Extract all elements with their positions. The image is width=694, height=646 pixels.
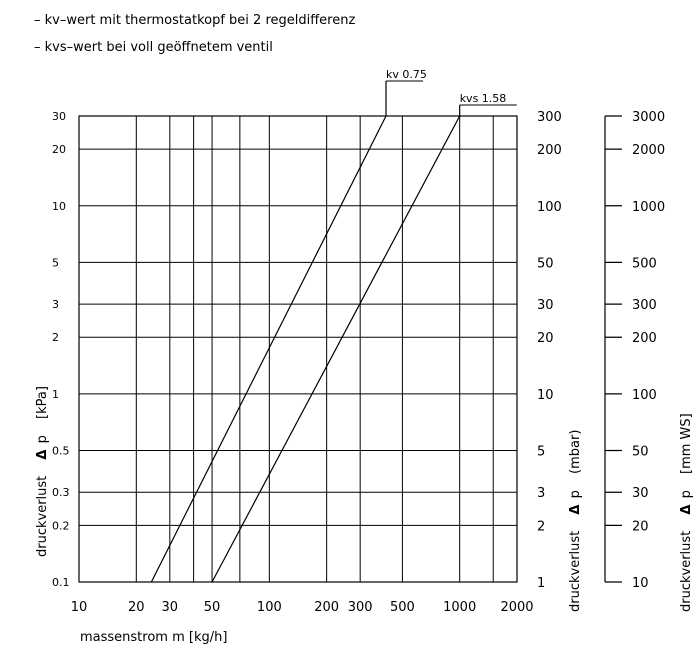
- y-right-tick-label: 200: [632, 331, 657, 346]
- y-mid-tick-label: 30: [537, 298, 554, 313]
- y-right-tick-label: 3000: [632, 110, 665, 125]
- y-right-tick-label: 30: [632, 486, 649, 501]
- series-line: [211, 115, 461, 583]
- y-left-tick-label: 3: [52, 298, 59, 311]
- y-right-tick-label: 500: [632, 256, 657, 271]
- legend: – kv–wert mit thermostatkopf bei 2 regel…: [34, 13, 355, 55]
- y-right-tick-label: 20: [632, 519, 649, 534]
- y-left-tick-label: 1: [52, 388, 59, 401]
- y-mid-tick-label: 20: [537, 331, 554, 346]
- y-mid-label: druckverlust Δ p (mbar): [568, 430, 583, 612]
- y-mid-tick-label: 1: [537, 576, 545, 591]
- y-right-tick-label: 10: [632, 576, 649, 591]
- grid: [78, 115, 518, 583]
- series-annotations: kv 0.75 kvs 1.58: [385, 68, 517, 116]
- y-left-tick-label: 30: [52, 110, 66, 123]
- y-mid-tick-label: 2: [537, 519, 545, 534]
- y-mid-tick-label: 5: [537, 445, 545, 460]
- series-lines: [150, 115, 461, 583]
- y-left-tick-label: 5: [52, 256, 59, 269]
- x-tick-label: 200: [314, 600, 339, 615]
- y-mid-tick-label: 100: [537, 200, 562, 215]
- y-right-tick-label: 1000: [632, 200, 665, 215]
- series-label: kv 0.75: [386, 68, 427, 81]
- right-scale: 3000 2000 1000 500 300 200 100 50 30 20 10: [604, 110, 665, 591]
- x-tick-label: 100: [257, 600, 282, 615]
- x-tick-label: 50: [204, 600, 221, 615]
- y-mid-tick-label: 50: [537, 256, 554, 271]
- y-mid-tick-label: 200: [537, 143, 562, 158]
- series-line: [150, 115, 387, 583]
- y-right-tick-label: 2000: [632, 143, 665, 158]
- x-tick-label: 20: [128, 600, 145, 615]
- x-tick-label: 300: [348, 600, 373, 615]
- x-tick-label: 500: [390, 600, 415, 615]
- y-left-tick-label: 0.3: [52, 486, 70, 499]
- plot-frame: [78, 115, 518, 583]
- x-axis-label: massenstrom m [kg/h]: [80, 630, 227, 645]
- legend-line-2: – kvs–wert bei voll geöffnetem ventil: [34, 40, 273, 55]
- y-right-tick-label: 300: [632, 298, 657, 313]
- legend-line-1: – kv–wert mit thermostatkopf bei 2 regel…: [34, 13, 355, 28]
- series-label: kvs 1.58: [460, 92, 507, 105]
- x-tick-label: 1000: [443, 600, 476, 615]
- y-left-label: druckverlust Δ p [kPa]: [35, 386, 50, 557]
- y-mid-tick-label: 3: [537, 486, 545, 501]
- y-right-tick-label: 50: [632, 445, 649, 460]
- x-tick-label: 30: [162, 600, 179, 615]
- y-left-tick-label: 2: [52, 331, 59, 344]
- y-left-tick-label: 0.1: [52, 576, 70, 589]
- y-mid-tick-label: 300: [537, 110, 562, 125]
- y-left-tick-label: 20: [52, 143, 66, 156]
- y-left-tick-label: 0.2: [52, 519, 70, 532]
- y-mid-tick-label: 10: [537, 388, 554, 403]
- y-left-tick-label: 10: [52, 200, 66, 213]
- y-left-tick-label: 0.5: [52, 445, 70, 458]
- y-right-tick-label: 100: [632, 388, 657, 403]
- x-tick-label: 2000: [500, 600, 533, 615]
- y-right-label: druckverlust Δ p [mm WS]: [679, 413, 694, 612]
- x-tick-label: 10: [71, 600, 88, 615]
